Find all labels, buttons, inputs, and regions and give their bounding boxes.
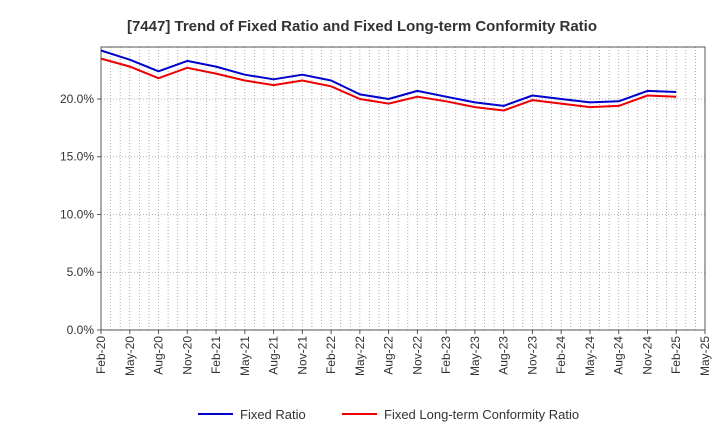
x-tick-label: Feb-23 <box>439 336 453 374</box>
x-tick-label: Nov-20 <box>180 336 194 375</box>
x-tick-label: Aug-23 <box>497 336 511 375</box>
series-line-fixed-long-term-conformity-ratio <box>100 57 677 112</box>
x-tick-label: Feb-25 <box>669 336 683 374</box>
y-tick-label: 0.0% <box>67 323 95 337</box>
legend-label: Fixed Long-term Conformity Ratio <box>384 407 579 422</box>
x-tick-label: Aug-21 <box>267 336 281 375</box>
y-tick-label: 5.0% <box>67 265 95 279</box>
x-tick-label: Feb-21 <box>209 336 223 374</box>
x-tick-label: May-20 <box>123 336 137 376</box>
x-tick-label: May-22 <box>353 336 367 376</box>
x-tick-label: May-24 <box>583 336 597 376</box>
x-tick-label: Aug-20 <box>152 336 166 375</box>
x-tick-label: May-23 <box>468 336 482 376</box>
legend-label: Fixed Ratio <box>240 407 306 422</box>
y-axis-ticks: 0.0% 5.0% 10.0% 15.0% 20.0% <box>60 92 101 337</box>
x-tick-label: May-21 <box>238 336 252 376</box>
series-lines <box>100 49 677 112</box>
series-line-fixed-ratio <box>100 49 677 107</box>
chart-title: [7447] Trend of Fixed Ratio and Fixed Lo… <box>127 18 597 35</box>
y-tick-label: 15.0% <box>60 150 94 164</box>
x-tick-label: Nov-21 <box>295 336 309 375</box>
legend: Fixed Ratio Fixed Long-term Conformity Ra… <box>198 407 579 422</box>
x-tick-label: May-25 <box>698 336 712 376</box>
x-axis-ticks: Feb-20 May-20 Aug-20 Nov-20 Feb-21 May-21 Aug-… <box>94 330 712 376</box>
grid <box>101 47 705 330</box>
x-tick-label: Nov-24 <box>640 336 654 375</box>
y-tick-label: 20.0% <box>60 92 94 106</box>
axes <box>100 46 706 331</box>
plot-frame <box>100 46 706 331</box>
x-tick-label: Aug-24 <box>612 336 626 375</box>
x-tick-label: Feb-20 <box>94 336 108 374</box>
x-tick-label: Aug-22 <box>382 336 396 375</box>
x-tick-label: Feb-22 <box>324 336 338 374</box>
x-tick-label: Nov-23 <box>525 336 539 375</box>
x-tick-label: Nov-22 <box>410 336 424 375</box>
x-tick-label: Feb-24 <box>554 336 568 374</box>
y-tick-label: 10.0% <box>60 207 94 221</box>
